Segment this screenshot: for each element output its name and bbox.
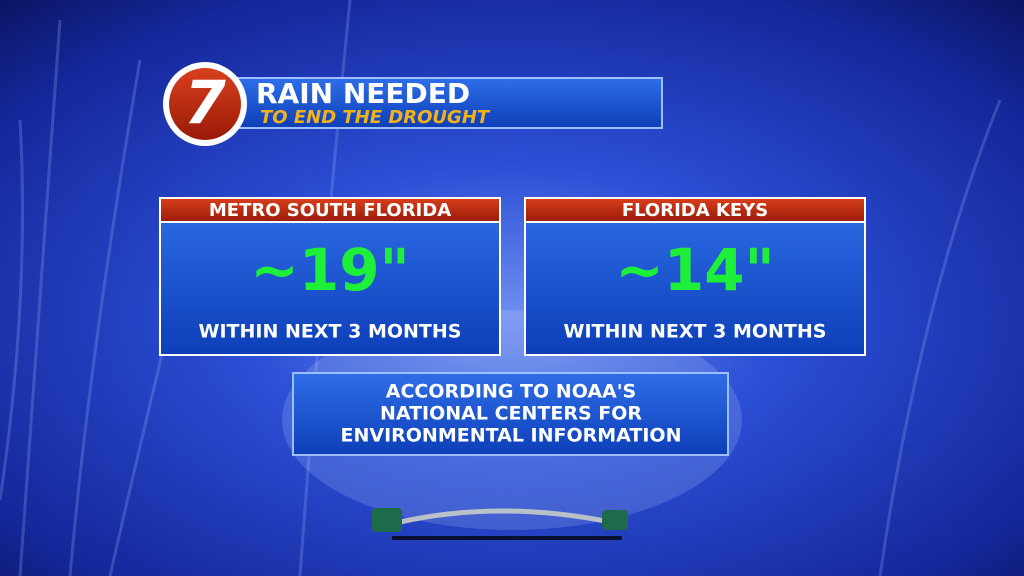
grass-decoration: [0, 0, 1002, 576]
panel-header: [159, 197, 501, 223]
panel-amount: ~19": [250, 236, 410, 304]
panel-label: FLORIDA KEYS: [622, 200, 768, 221]
title-bar: [231, 77, 663, 129]
logo-disc: [169, 68, 241, 140]
title: RAIN NEEDED: [256, 77, 470, 110]
panel-note: WITHIN NEXT 3 MONTHS: [199, 321, 462, 343]
source-line: NATIONAL CENTERS FOR: [380, 403, 642, 425]
panel-label: METRO SOUTH FLORIDA: [209, 200, 451, 221]
panel-box: [524, 197, 866, 356]
panel-box: [159, 197, 501, 356]
source-line: ACCORDING TO NOAA'S: [386, 381, 637, 403]
panel-header: [524, 197, 866, 223]
logo: 7: [184, 69, 226, 139]
panel-amount: ~14": [615, 236, 775, 304]
subtitle: TO END THE DROUGHT: [260, 107, 491, 128]
panels: METRO SOUTH FLORIDA ~19" WITHIN NEXT 3 MON…: [159, 197, 866, 356]
source-box: [292, 372, 729, 456]
source-line: ENVIRONMENTAL INFORMATION: [341, 425, 682, 447]
panel-note: WITHIN NEXT 3 MONTHS: [564, 321, 827, 343]
sprinkler: [372, 508, 628, 540]
